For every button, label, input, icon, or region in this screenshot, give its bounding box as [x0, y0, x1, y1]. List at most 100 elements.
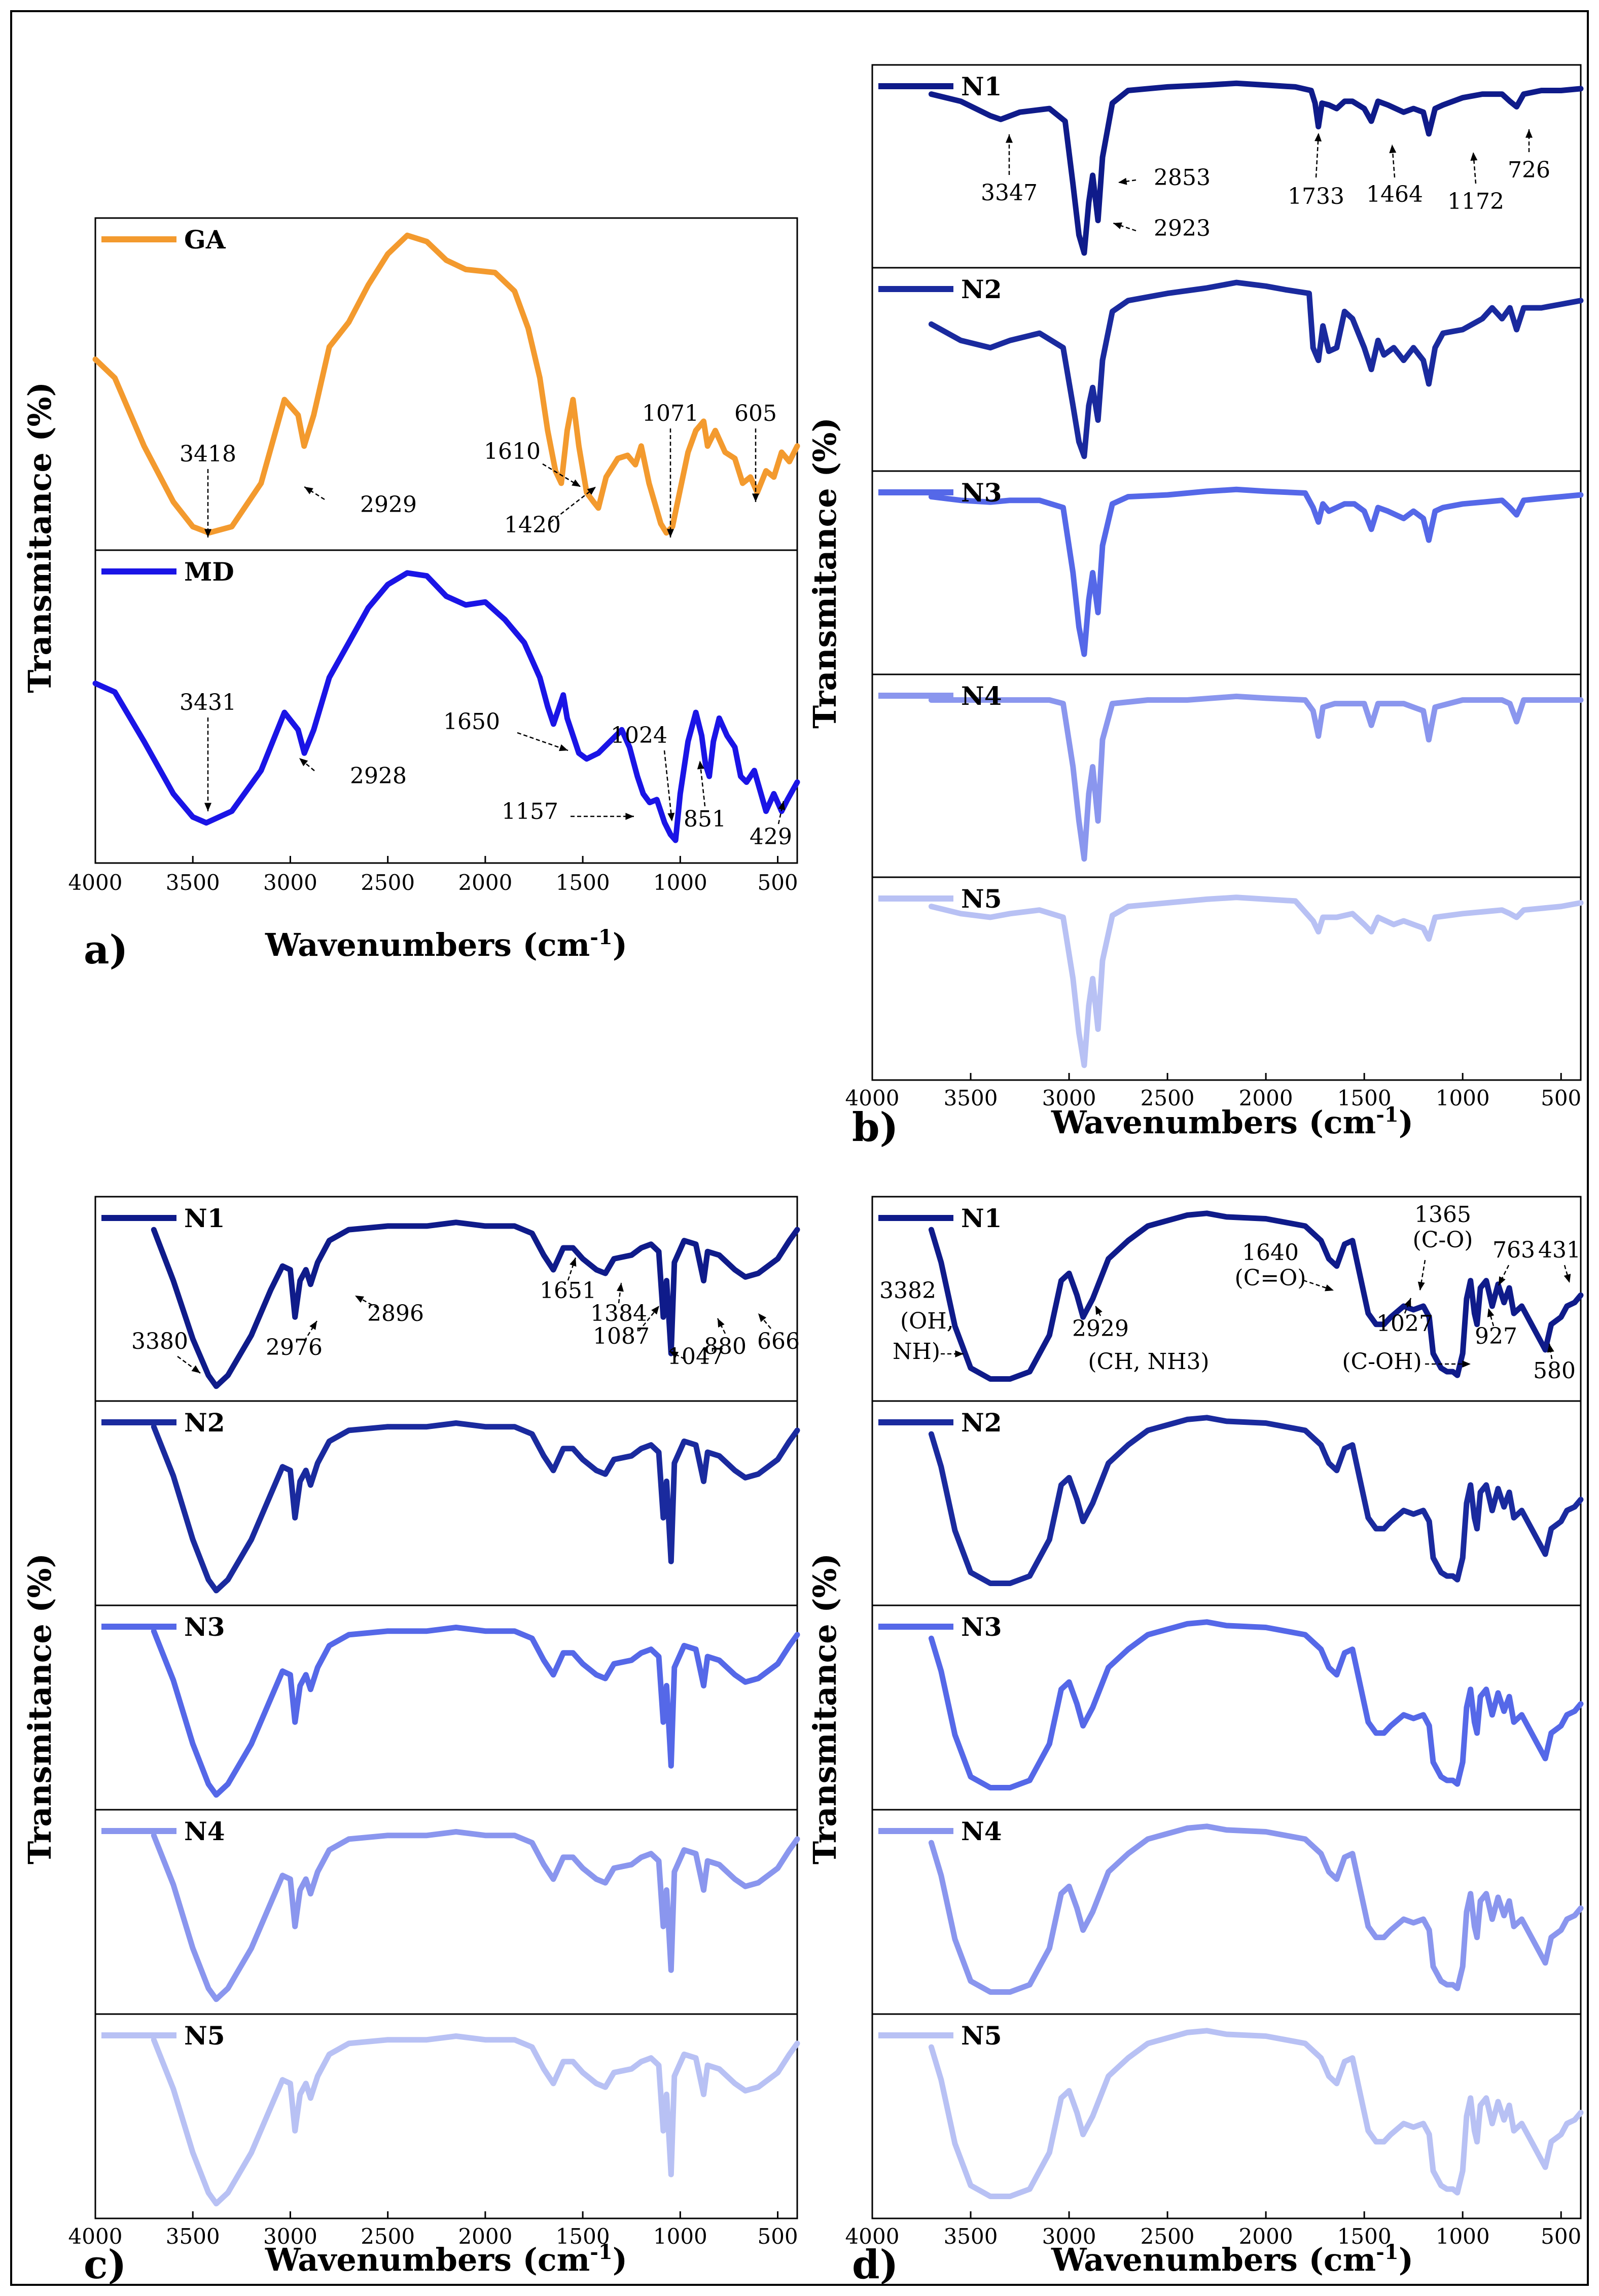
x-axis-label-close: ) — [613, 926, 627, 963]
panel-c-series-n2 — [151, 1420, 800, 1594]
peak-label: 2853 — [1154, 165, 1211, 191]
panel-c-legend-n4: N4 — [184, 1816, 225, 1846]
panel-c-legend-n3: N3 — [184, 1612, 225, 1642]
panel-d-series-n5 — [928, 2028, 1584, 2199]
panel-c: 4000 3500 3000 2500 2000 1500 1000 500 Wavenumbe… — [21, 1196, 800, 2288]
annotation-arrowhead — [355, 1296, 364, 1303]
panel-c-tick-label: 4000 — [68, 2224, 123, 2249]
panel-d-tick-label: 500 — [1541, 2224, 1581, 2249]
panel-d-annotations: 3382(OH,NH)2929(CH, NH3)1640(C=O)1365(C-… — [879, 1202, 1581, 1384]
peak-label: (CH, NH3) — [1088, 1349, 1209, 1375]
peak-label: 3347 — [981, 180, 1038, 206]
panel-a-tick-label: 1500 — [556, 870, 610, 895]
peak-label: (C=O) — [1235, 1265, 1306, 1291]
annotation-arrowhead — [1113, 222, 1122, 229]
panel-a-legend-md: MD — [184, 557, 234, 587]
panel-d-tick-label: 3500 — [944, 2224, 998, 2249]
panel-d-legend-n1: N1 — [961, 1203, 1002, 1233]
annotation-arrowhead — [651, 1306, 659, 1315]
peak-label: 431 — [1538, 1237, 1581, 1263]
peak-label: 2923 — [1154, 216, 1211, 241]
panel-b-series-n1 — [928, 80, 1584, 256]
annotation-arrowhead — [778, 801, 786, 810]
annotation-arrow — [777, 801, 785, 824]
panel-b-tick-label: 3500 — [944, 1086, 998, 1110]
panel-a-tick-label: 2500 — [361, 870, 415, 895]
peak-label: 927 — [1475, 1323, 1517, 1349]
annotation-arrowhead — [1547, 1344, 1554, 1353]
annotation-arrow — [699, 760, 706, 807]
peak-label: 1610 — [484, 439, 541, 464]
panel-c-y-axis-label: Transmitance (%) — [21, 1553, 58, 1864]
panel-c-tick-label: 500 — [757, 2224, 798, 2249]
annotation-arrow — [550, 486, 596, 523]
annotation-arrowhead — [1417, 1281, 1425, 1290]
annotation-arrowhead — [1499, 1276, 1506, 1285]
annotation-arrowhead — [616, 1283, 624, 1292]
panel-d-series-n4 — [928, 1823, 1584, 1995]
peak-label: 3418 — [180, 441, 236, 467]
panel-a-y-axis-label: Transmitance (%) — [21, 382, 58, 693]
peak-label: 1027 — [1376, 1311, 1433, 1337]
annotation-arrowhead — [572, 479, 581, 487]
panel-c-legend-n1: N1 — [184, 1203, 225, 1233]
peak-label: 3382 — [879, 1278, 936, 1304]
panel-c-x-axis-label: Wavenumbers (cm-1) — [265, 2240, 627, 2279]
peak-label: 1651 — [540, 1278, 596, 1304]
panel-d-series-n2 — [928, 1415, 1584, 1586]
panel-a-tick-label: 4000 — [68, 870, 123, 895]
annotation-arrowhead — [191, 1365, 200, 1373]
peak-label: 1172 — [1447, 189, 1504, 214]
peak-label: 2929 — [360, 492, 417, 518]
annotation-arrowhead — [204, 529, 212, 537]
panel-b-y-axis-label: Transmitance (%) — [806, 417, 843, 729]
annotation-arrowhead — [1487, 1308, 1495, 1317]
panel-c-series-n3 — [151, 1625, 800, 1798]
peak-label: 1157 — [502, 799, 558, 824]
panel-c-letter: c) — [84, 2242, 126, 2288]
peak-label: 1071 — [642, 401, 699, 426]
peak-label: 726 — [1508, 157, 1550, 183]
annotation-arrowhead — [1389, 145, 1397, 154]
panel-a-md-annotations: 3431 2928 1650 1157 1024 851 429 — [180, 690, 792, 850]
panel-c-tick-label: 1500 — [556, 2224, 610, 2249]
annotation-arrow — [1315, 132, 1320, 178]
peak-label: 580 — [1533, 1358, 1576, 1384]
annotation-arrow — [517, 732, 568, 751]
panel-b-series-n4 — [928, 693, 1584, 862]
panel-b-tick-label: 2000 — [1239, 1086, 1293, 1110]
annotation-arrowhead — [570, 1258, 577, 1267]
peak-label: 1464 — [1366, 182, 1423, 207]
panel-b-legend-n3: N3 — [961, 478, 1002, 508]
panel-d-tick-label: 1000 — [1436, 2224, 1490, 2249]
panel-a: 4000 3500 3000 2500 2000 1500 1000 500 Wavenumbe… — [21, 217, 800, 973]
panel-d-letter: d) — [852, 2242, 898, 2288]
peak-label: 605 — [734, 401, 777, 426]
x-axis-label-text: Wavenumbers (cm — [1051, 1104, 1376, 1141]
panel-d-tick-label: 2000 — [1239, 2224, 1293, 2249]
panel-d-legend-n2: N2 — [961, 1408, 1002, 1438]
panel-c-tick-label: 3500 — [166, 2224, 220, 2249]
panel-a-letter: a) — [84, 927, 128, 973]
panel-a-legend-ga: GA — [184, 225, 226, 255]
panel-b-tick-label: 3000 — [1042, 1086, 1096, 1110]
annotation-arrowhead — [1525, 129, 1533, 138]
annotation-arrowhead — [1404, 1298, 1411, 1307]
annotation-arrowhead — [955, 1350, 964, 1358]
panel-c-tick-label: 3000 — [263, 2224, 317, 2249]
peak-label: 1087 — [593, 1323, 650, 1349]
peak-label: 880 — [704, 1334, 747, 1359]
panel-b-series-n3 — [928, 486, 1584, 657]
panel-b-tick-label: 500 — [1541, 1086, 1581, 1110]
peak-label: 851 — [684, 806, 726, 832]
panel-b: 4000 3500 3000 2500 2000 1500 1000 500 Wavenumbe… — [806, 64, 1584, 1151]
peak-label: 666 — [757, 1329, 800, 1354]
peak-label: 1640 — [1242, 1240, 1299, 1266]
panel-c-series-n5 — [151, 2033, 800, 2207]
annotation-arrowhead — [1564, 1274, 1571, 1283]
panel-d-series-n3 — [928, 1619, 1584, 1790]
annotation-arrowhead — [667, 812, 675, 821]
annotation-arrowhead — [1462, 1360, 1471, 1368]
annotation-arrow — [1498, 1265, 1510, 1286]
